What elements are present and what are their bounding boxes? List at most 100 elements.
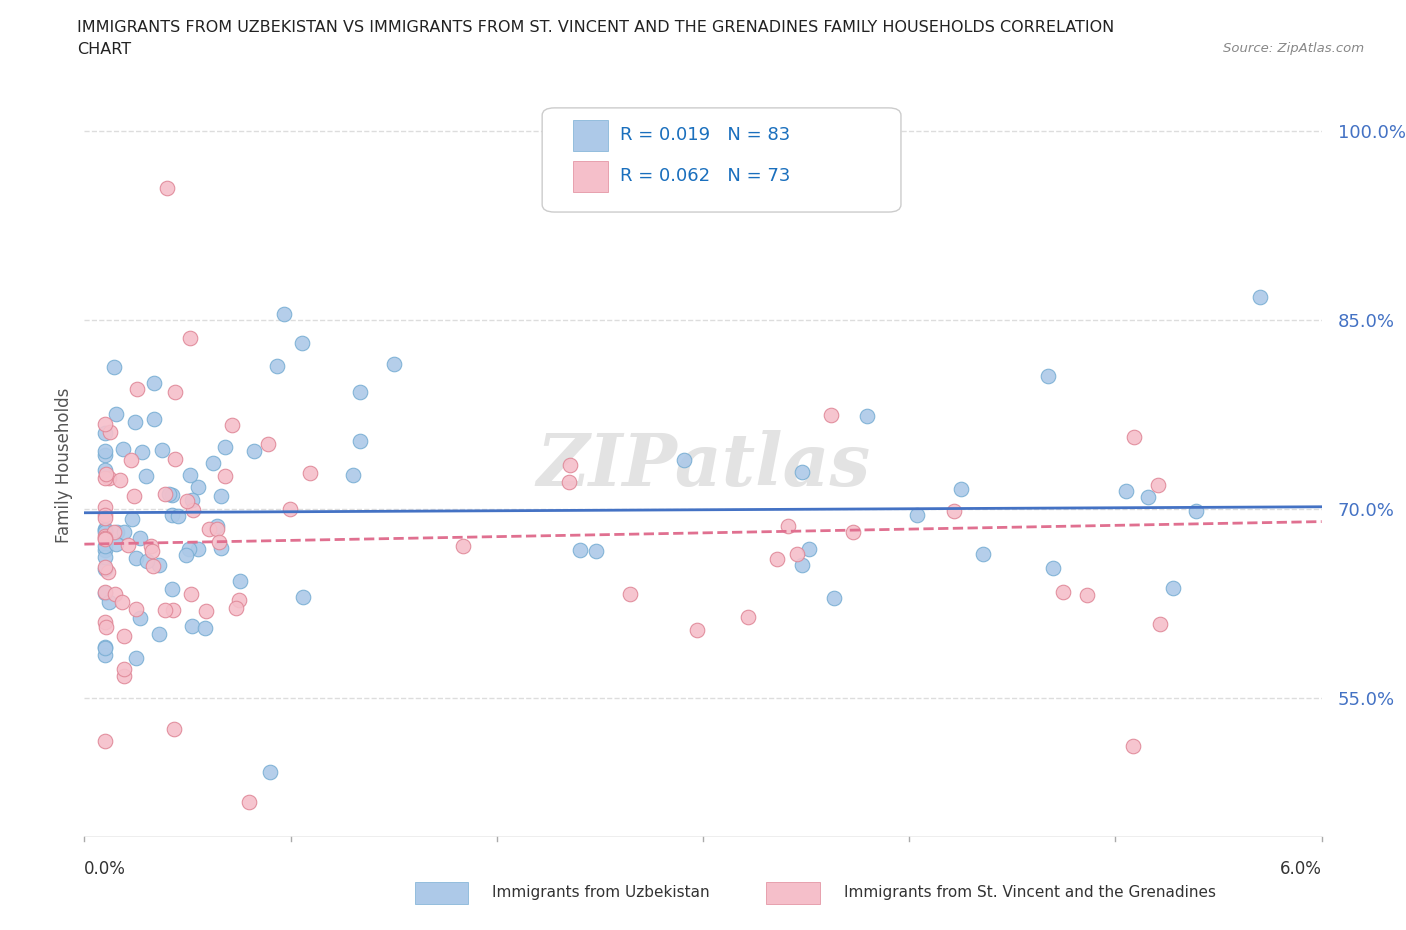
Point <box>135 468 157 483</box>
Point <box>94 417 117 432</box>
Point <box>179 468 201 483</box>
Point <box>221 418 243 432</box>
Point <box>195 604 218 618</box>
Point <box>94 467 117 482</box>
Point <box>243 444 266 458</box>
Point <box>792 558 814 573</box>
Point <box>792 464 814 479</box>
Point <box>98 594 121 609</box>
Point <box>162 603 184 618</box>
Point <box>112 669 135 684</box>
FancyBboxPatch shape <box>574 161 607 192</box>
Point <box>160 488 183 503</box>
Point <box>187 542 209 557</box>
Point <box>97 565 120 579</box>
Point <box>766 551 789 566</box>
Point <box>205 522 228 537</box>
Point <box>238 794 260 809</box>
Point <box>585 543 607 558</box>
Point <box>855 409 877 424</box>
Point <box>342 467 364 482</box>
Point <box>94 444 117 458</box>
Point <box>128 611 150 626</box>
Point <box>179 330 201 345</box>
FancyBboxPatch shape <box>574 120 607 151</box>
Point <box>108 472 131 487</box>
Point <box>163 451 186 466</box>
Point <box>104 406 127 421</box>
Point <box>209 540 232 555</box>
Point <box>619 586 641 601</box>
Point <box>299 465 322 480</box>
Point <box>94 462 117 477</box>
Point <box>141 543 163 558</box>
Point <box>209 489 232 504</box>
Point <box>228 593 250 608</box>
Point <box>94 508 117 523</box>
Point <box>156 180 179 195</box>
Point <box>122 489 145 504</box>
Point <box>125 381 148 396</box>
Point <box>259 764 281 779</box>
Point <box>229 573 252 588</box>
Point <box>686 622 709 637</box>
Point <box>94 648 117 663</box>
Point <box>94 538 117 553</box>
Point <box>94 500 117 515</box>
Text: Source: ZipAtlas.com: Source: ZipAtlas.com <box>1223 42 1364 55</box>
Point <box>112 525 135 539</box>
Point <box>290 336 312 351</box>
Point <box>117 538 139 552</box>
Point <box>125 650 148 665</box>
Point <box>180 587 202 602</box>
Point <box>142 559 165 574</box>
Point <box>94 425 117 440</box>
Point <box>949 482 972 497</box>
Point <box>139 538 162 553</box>
Text: 0.0%: 0.0% <box>84 860 127 878</box>
Point <box>94 619 117 634</box>
Text: Immigrants from Uzbekistan: Immigrants from Uzbekistan <box>492 885 710 900</box>
Point <box>257 437 280 452</box>
Point <box>181 502 204 517</box>
Point <box>94 734 117 749</box>
Point <box>125 551 148 565</box>
Point <box>165 385 187 400</box>
Point <box>104 537 127 551</box>
Point <box>112 662 135 677</box>
Point <box>112 442 135 457</box>
Point <box>162 507 184 522</box>
Point <box>214 469 236 484</box>
Point <box>94 523 117 538</box>
Point <box>349 384 371 399</box>
Point <box>1036 368 1059 383</box>
Point <box>382 356 405 371</box>
Point <box>129 531 152 546</box>
Point <box>150 442 173 457</box>
Point <box>94 447 117 462</box>
Point <box>94 550 117 565</box>
Point <box>1115 484 1137 498</box>
Point <box>672 452 695 467</box>
Point <box>94 559 117 574</box>
Point <box>273 306 295 321</box>
Point <box>198 522 221 537</box>
Point <box>180 618 202 633</box>
Text: ZIPatlas: ZIPatlas <box>536 430 870 500</box>
Point <box>1185 503 1208 518</box>
Point <box>94 562 117 577</box>
Point <box>94 585 117 600</box>
Point <box>266 358 288 373</box>
Text: IMMIGRANTS FROM UZBEKISTAN VS IMMIGRANTS FROM ST. VINCENT AND THE GRENADINES FAM: IMMIGRANTS FROM UZBEKISTAN VS IMMIGRANTS… <box>77 20 1115 35</box>
Point <box>103 360 125 375</box>
Point <box>207 534 229 549</box>
Point <box>799 541 821 556</box>
Point <box>1042 560 1064 575</box>
Point <box>148 627 170 642</box>
Point <box>194 620 217 635</box>
Point <box>94 525 117 539</box>
Point <box>100 425 122 440</box>
Point <box>214 440 236 455</box>
Point <box>1122 738 1144 753</box>
Point <box>278 501 301 516</box>
